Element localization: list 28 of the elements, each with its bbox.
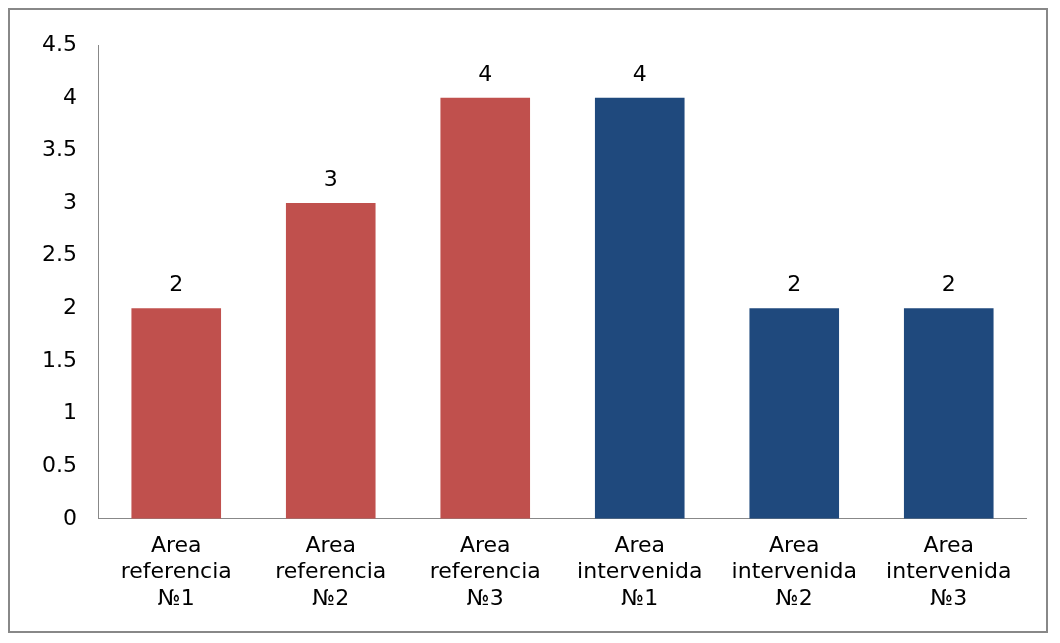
x-tick-label: Area referencia №2 <box>275 531 387 610</box>
bar <box>131 308 222 519</box>
data-label: 3 <box>323 165 338 191</box>
x-tick-label: Area intervenida №2 <box>731 531 857 610</box>
data-label: 2 <box>787 271 802 297</box>
y-tick-label: 2.5 <box>41 241 77 267</box>
data-label: 2 <box>941 271 956 297</box>
bar <box>440 97 531 519</box>
y-tick-label: 4.5 <box>41 30 77 56</box>
data-label: 2 <box>169 271 184 297</box>
y-tick-label: 1.5 <box>41 346 77 372</box>
bar <box>903 308 994 519</box>
bar <box>285 203 376 519</box>
bar <box>594 97 685 519</box>
data-label: 4 <box>632 60 647 86</box>
y-tick-label: 3 <box>62 188 77 214</box>
x-tick-label: Area referencia №1 <box>120 531 232 610</box>
x-tick-label: Area intervenida №1 <box>577 531 703 610</box>
y-tick-label: 0 <box>62 504 77 530</box>
y-tick-label: 0.5 <box>41 451 77 477</box>
bar <box>749 308 840 519</box>
y-tick-label: 3.5 <box>41 136 77 162</box>
x-tick-label: Area intervenida №3 <box>886 531 1012 610</box>
x-tick-label: Area referencia №3 <box>429 531 541 610</box>
y-tick-label: 2 <box>62 294 77 320</box>
y-tick-label: 4 <box>62 83 77 109</box>
y-tick-label: 1 <box>62 399 77 425</box>
data-label: 4 <box>478 60 493 86</box>
